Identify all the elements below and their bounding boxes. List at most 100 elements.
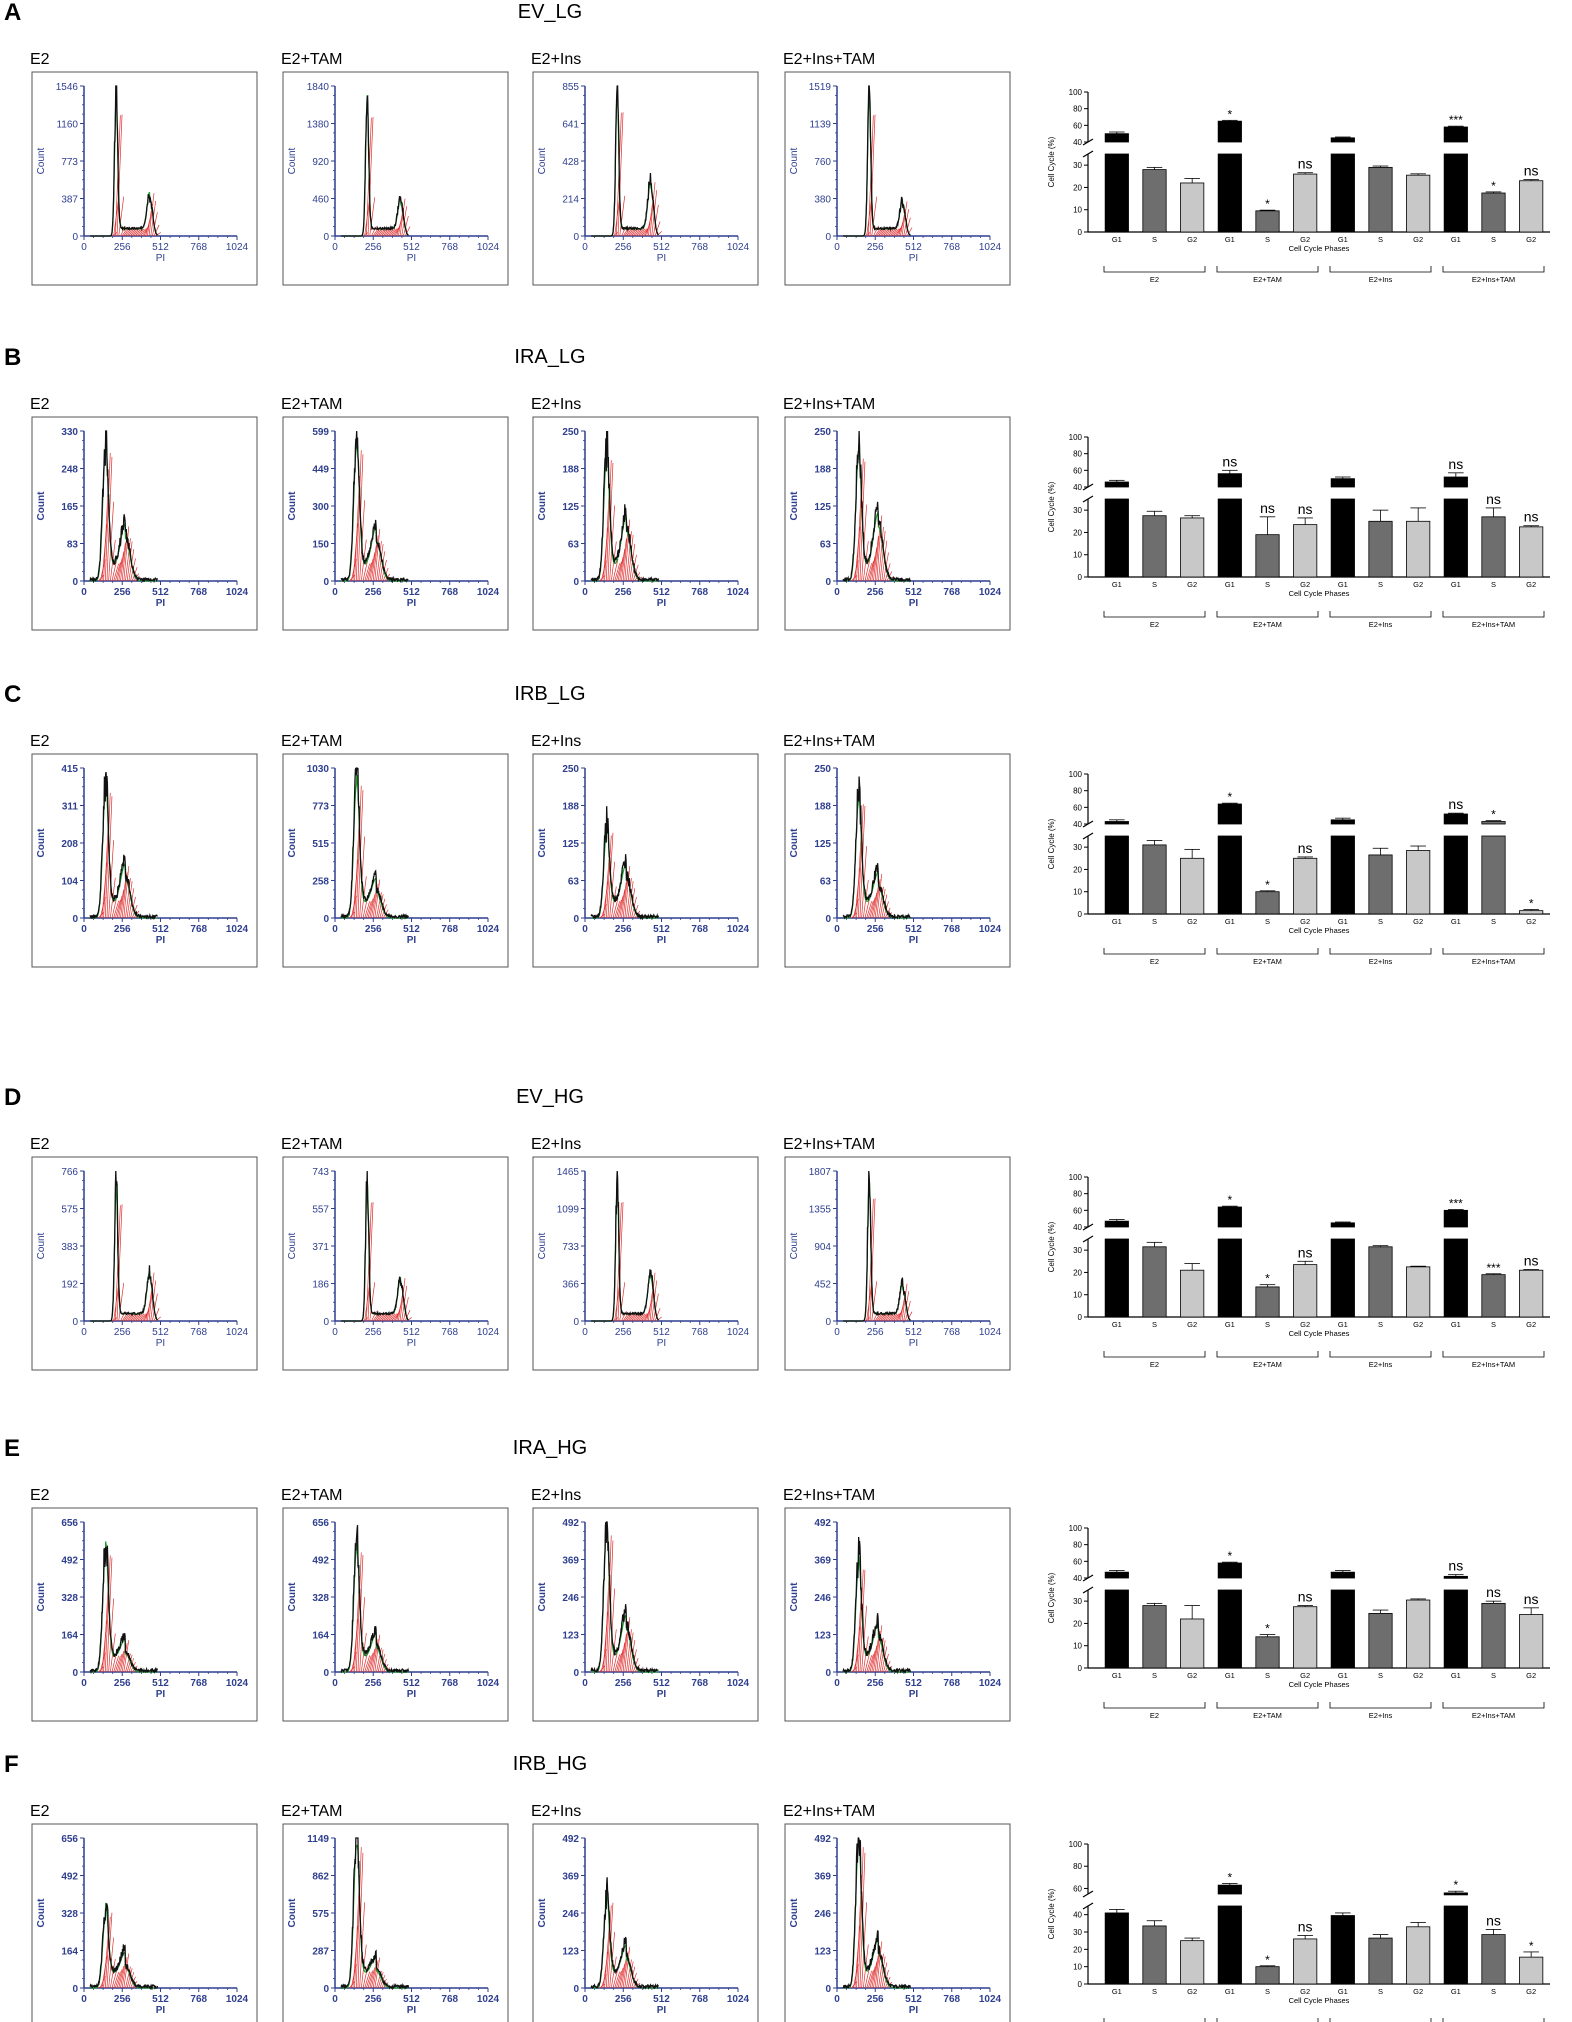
histogram-x-tick-label: 1024 xyxy=(727,242,750,253)
bar-E2+TAM-G1: * G1 xyxy=(1217,107,1242,244)
histogram-y-tick-label: 1355 xyxy=(809,1205,832,1216)
histogram-x-tick-label: 512 xyxy=(152,1994,169,2005)
histogram-y-tick-label: 380 xyxy=(814,195,831,206)
significance-label: * xyxy=(1265,878,1270,892)
group-bracket xyxy=(1216,611,1319,618)
histogram-x-axis-label: PI xyxy=(909,2005,919,2016)
histogram-y-tick-label: 415 xyxy=(61,764,78,775)
histogram-trace xyxy=(590,430,660,583)
hatch-line xyxy=(901,201,908,237)
bar-lower-segment xyxy=(1104,1238,1129,1318)
axis-break-mark xyxy=(1082,495,1094,503)
hatch-line xyxy=(627,1313,634,1322)
histogram-x-tick-label: 0 xyxy=(332,242,338,253)
bar-y-tick-label: 0 xyxy=(1078,228,1083,237)
hatch-line xyxy=(354,1875,360,1989)
hatch-line xyxy=(856,482,862,582)
hatch-line xyxy=(136,1313,143,1322)
histogram-y-axis-label: Count xyxy=(789,1898,800,1928)
histogram-x-tick-label: 256 xyxy=(365,1994,382,2005)
histogram-x-tick-label: 1024 xyxy=(477,1678,500,1689)
hatch-line xyxy=(120,542,126,582)
histogram-x-tick-label: 768 xyxy=(441,1327,458,1338)
histogram-x-axis-label: PI xyxy=(657,598,667,609)
histogram-y-axis-label: Count xyxy=(287,147,298,174)
bar-upper-segment xyxy=(1217,1884,1242,1895)
hatch-line xyxy=(148,193,155,237)
histogram-y-tick-label: 0 xyxy=(72,1984,78,1995)
hatch-line xyxy=(115,1971,121,1989)
hatch-line xyxy=(115,562,121,582)
hatch-line xyxy=(354,811,360,919)
hatch-line xyxy=(612,232,619,237)
bar-E2+Ins+TAM-S: *** S xyxy=(1481,1261,1506,1329)
bar xyxy=(1104,1912,1129,1985)
hatch-line xyxy=(116,558,123,582)
hatch-line xyxy=(624,865,631,919)
hatch-line xyxy=(871,547,878,582)
significance-label: ns xyxy=(1524,163,1539,179)
bar-E2+Ins-S: S xyxy=(1368,1245,1393,1329)
hatch-line xyxy=(120,1647,126,1673)
bar-phase-label: G1 xyxy=(1225,1987,1235,1996)
bar xyxy=(1255,1966,1280,1985)
histogram-hatch xyxy=(851,1847,893,1989)
hatch-line xyxy=(617,112,624,237)
hatch-line xyxy=(879,530,886,582)
bar-phase-label: S xyxy=(1152,1671,1157,1680)
hatch-line xyxy=(138,1313,145,1322)
histogram-trace xyxy=(590,1877,659,1990)
bar-y-tick-label: 10 xyxy=(1073,551,1082,560)
histogram-trace xyxy=(591,1170,659,1322)
hatch-line xyxy=(864,558,871,582)
histogram-trace xyxy=(341,94,409,237)
histogram-D-2: E2+TAM 0 186 371 557 743 0 256 512 768 1024 PI Count xyxy=(281,1136,509,1371)
bar-E2+Ins-S: S xyxy=(1368,509,1393,589)
group-bracket xyxy=(1329,1351,1432,1358)
hatch-line xyxy=(631,1313,637,1322)
histogram-frame xyxy=(282,71,509,286)
bar-phase-label: G1 xyxy=(1112,580,1122,589)
bar-y-axis-label: Cell Cycle (%) xyxy=(1047,818,1056,869)
bar-y-tick-label: 30 xyxy=(1073,506,1082,515)
histogram-label: E2+Ins xyxy=(531,1136,581,1153)
histogram-trace xyxy=(591,85,659,237)
hatch-line xyxy=(857,1847,864,1989)
hatch-line xyxy=(374,1957,381,1989)
hatch-line xyxy=(140,1313,146,1322)
bar-E2+Ins-S: S xyxy=(1368,847,1393,926)
hatch-line xyxy=(121,1643,128,1673)
hatch-line xyxy=(605,835,612,919)
bar xyxy=(1406,1599,1431,1669)
histogram-y-tick-label: 328 xyxy=(61,1909,78,1920)
group-label: E2+Ins xyxy=(1369,275,1393,284)
histogram-y-tick-label: 0 xyxy=(72,1668,78,1679)
bar-lower-segment xyxy=(1443,153,1468,233)
histogram-C-3: E2+Ins 0 63 125 188 250 0 256 512 768 1024 PI Count xyxy=(531,733,759,968)
hatch-line xyxy=(605,460,612,582)
hatch-line xyxy=(626,228,632,237)
bar-E2-G1: G1 xyxy=(1104,1570,1129,1680)
histogram-x-tick-label: 256 xyxy=(615,242,632,253)
histogram-frame xyxy=(31,71,258,286)
hatch-line xyxy=(152,1293,158,1322)
bar-lower-segment xyxy=(1217,1238,1242,1318)
hatch-line xyxy=(619,195,626,237)
histogram-hatch xyxy=(98,792,141,919)
histogram-x-tick-label: 1024 xyxy=(979,242,1002,253)
bar-phase-label: G1 xyxy=(1112,1987,1122,1996)
significance-label: ns xyxy=(1298,1589,1313,1605)
histogram-x-tick-label: 768 xyxy=(943,924,960,935)
hatch-line xyxy=(878,228,884,237)
histogram-y-tick-label: 208 xyxy=(61,839,78,850)
histogram-y-tick-label: 328 xyxy=(312,1593,329,1604)
significance-label: ns xyxy=(1448,796,1463,812)
bar-E2+Ins-G1: G1 xyxy=(1330,1570,1355,1680)
histogram-x-tick-label: 0 xyxy=(81,1678,87,1689)
bar-phase-label: G2 xyxy=(1187,235,1197,244)
hatch-line xyxy=(884,1313,891,1322)
histogram-frame xyxy=(31,1156,258,1371)
hatch-line xyxy=(126,541,133,582)
histogram-hatch xyxy=(612,112,662,237)
histogram-y-tick-label: 311 xyxy=(62,802,79,813)
